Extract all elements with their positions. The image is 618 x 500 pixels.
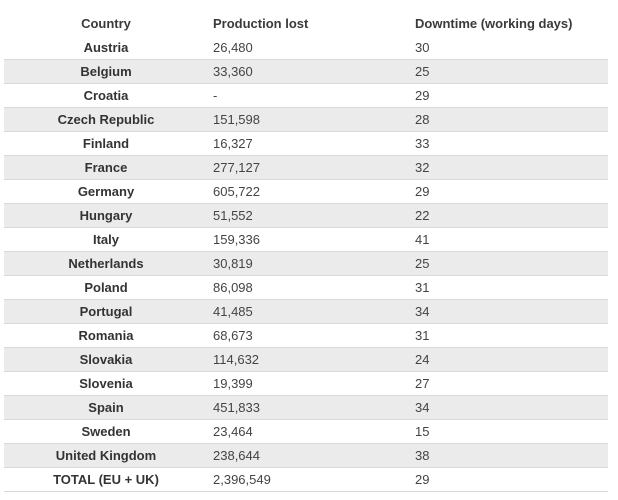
downtime-cell: 29 bbox=[415, 88, 430, 103]
downtime-cell: 15 bbox=[415, 424, 430, 439]
country-cell: Slovenia bbox=[79, 376, 133, 391]
production-lost-cell: 16,327 bbox=[213, 136, 253, 151]
downtime-cell: 32 bbox=[415, 160, 430, 175]
country-cell: Czech Republic bbox=[57, 112, 155, 127]
table-row: Finland 16,327 33 bbox=[4, 132, 608, 156]
table-row: Belgium 33,360 25 bbox=[4, 60, 608, 84]
country-cell: Netherlands bbox=[68, 256, 144, 271]
table-row: Czech Republic 151,598 28 bbox=[4, 108, 608, 132]
country-cell: Portugal bbox=[79, 304, 133, 319]
production-lost-cell: 151,598 bbox=[213, 112, 260, 127]
table-row: Croatia - 29 bbox=[4, 84, 608, 108]
table-row: Italy 159,336 41 bbox=[4, 228, 608, 252]
country-cell: Austria bbox=[83, 40, 129, 55]
country-cell: United Kingdom bbox=[55, 448, 157, 463]
downtime-cell: 29 bbox=[415, 472, 430, 487]
downtime-cell: 25 bbox=[415, 256, 430, 271]
country-cell: TOTAL (EU + UK) bbox=[53, 472, 159, 487]
country-cell: Slovakia bbox=[79, 352, 133, 367]
country-cell: Spain bbox=[88, 400, 124, 415]
table-row: Spain 451,833 34 bbox=[4, 396, 608, 420]
table-row: France 277,127 32 bbox=[4, 156, 608, 180]
downtime-cell: 24 bbox=[415, 352, 430, 367]
table-row: TOTAL (EU + UK) 2,396,549 29 bbox=[4, 468, 608, 492]
table-row: Slovenia 19,399 27 bbox=[4, 372, 608, 396]
production-lost-cell: 605,722 bbox=[213, 184, 260, 199]
downtime-cell: 30 bbox=[415, 40, 430, 55]
production-lost-cell: 2,396,549 bbox=[213, 472, 271, 487]
production-lost-cell: 33,360 bbox=[213, 64, 253, 79]
production-lost-cell: 41,485 bbox=[213, 304, 253, 319]
downtime-cell: 28 bbox=[415, 112, 430, 127]
downtime-cell: 31 bbox=[415, 280, 430, 295]
header-country: Country bbox=[81, 16, 131, 31]
country-cell: Italy bbox=[92, 232, 119, 247]
table-row: Austria 26,480 30 bbox=[4, 36, 608, 60]
country-cell: Sweden bbox=[81, 424, 131, 439]
table-row: Netherlands 30,819 25 bbox=[4, 252, 608, 276]
table-row: Hungary 51,552 22 bbox=[4, 204, 608, 228]
production-lost-cell: 451,833 bbox=[213, 400, 260, 415]
country-cell: Germany bbox=[77, 184, 135, 199]
production-lost-cell: 86,098 bbox=[213, 280, 253, 295]
downtime-cell: 34 bbox=[415, 304, 430, 319]
country-cell: Romania bbox=[78, 328, 134, 343]
production-lost-cell: 159,336 bbox=[213, 232, 260, 247]
table-row: Slovakia 114,632 24 bbox=[4, 348, 608, 372]
production-lost-cell: 19,399 bbox=[213, 376, 253, 391]
downtime-cell: 31 bbox=[415, 328, 430, 343]
country-cell: France bbox=[84, 160, 128, 175]
downtime-cell: 27 bbox=[415, 376, 430, 391]
table-row: Portugal 41,485 34 bbox=[4, 300, 608, 324]
table-row: United Kingdom 238,644 38 bbox=[4, 444, 608, 468]
downtime-cell: 33 bbox=[415, 136, 430, 151]
table-row: Germany 605,722 29 bbox=[4, 180, 608, 204]
production-lost-cell: 114,632 bbox=[213, 352, 260, 367]
production-lost-cell: 277,127 bbox=[213, 160, 260, 175]
table-header: Country Production lost Downtime (workin… bbox=[4, 12, 608, 36]
table-row: Romania 68,673 31 bbox=[4, 324, 608, 348]
production-table: Country Production lost Downtime (workin… bbox=[4, 12, 608, 492]
production-lost-cell: - bbox=[213, 88, 218, 103]
production-lost-cell: 68,673 bbox=[213, 328, 253, 343]
downtime-cell: 38 bbox=[415, 448, 430, 463]
country-cell: Croatia bbox=[83, 88, 129, 103]
downtime-cell: 22 bbox=[415, 208, 430, 223]
table-row: Poland 86,098 31 bbox=[4, 276, 608, 300]
production-lost-cell: 51,552 bbox=[213, 208, 253, 223]
downtime-cell: 29 bbox=[415, 184, 430, 199]
downtime-cell: 25 bbox=[415, 64, 430, 79]
production-lost-cell: 23,464 bbox=[213, 424, 253, 439]
production-lost-cell: 30,819 bbox=[213, 256, 253, 271]
country-cell: Belgium bbox=[80, 64, 132, 79]
downtime-cell: 34 bbox=[415, 400, 430, 415]
table-row: Sweden 23,464 15 bbox=[4, 420, 608, 444]
country-cell: Poland bbox=[84, 280, 128, 295]
table-body: Austria 26,480 30 Belgium 33,360 25 Croatia - 29… bbox=[4, 36, 608, 492]
production-lost-cell: 238,644 bbox=[213, 448, 260, 463]
production-lost-cell: 26,480 bbox=[213, 40, 253, 55]
downtime-cell: 41 bbox=[415, 232, 430, 247]
header-production-lost: Production lost bbox=[213, 16, 309, 31]
country-cell: Finland bbox=[82, 136, 130, 151]
country-cell: Hungary bbox=[79, 208, 133, 223]
header-downtime: Downtime (working days) bbox=[415, 16, 573, 31]
